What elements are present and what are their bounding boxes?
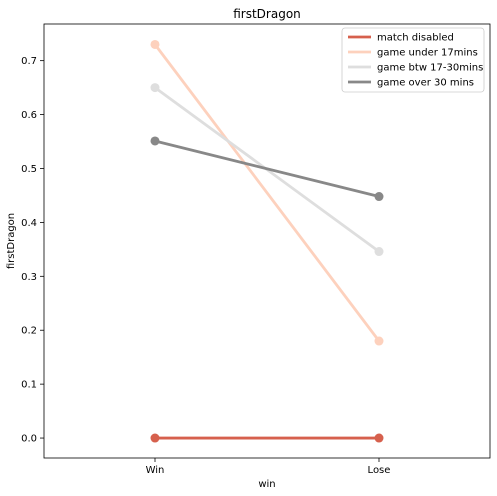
legend: match disabled game under 17mins game btw … — [341, 27, 485, 93]
series-2 — [150, 136, 384, 202]
y-axis-label: firstDragon — [6, 213, 17, 269]
series-3 — [150, 433, 384, 443]
legend-box — [341, 27, 485, 93]
data-point — [150, 83, 160, 93]
y-tick-label: 0.4 — [21, 218, 37, 229]
y-tick-label: 0.5 — [21, 164, 37, 175]
legend-label: game under 17mins — [377, 48, 478, 59]
data-point — [374, 336, 384, 346]
data-point — [150, 136, 160, 146]
data-point — [374, 433, 384, 443]
data-point — [150, 39, 160, 49]
series-layer — [150, 39, 384, 443]
x-tick-label: Win — [146, 465, 165, 476]
y-tick-label: 0.3 — [21, 272, 37, 283]
legend-label: game btw 17-30mins — [377, 63, 483, 74]
y-tick-label: 0.0 — [21, 434, 37, 445]
x-tick-label: Lose — [368, 465, 391, 476]
y-axis: 0.0 0.1 0.2 0.3 0.4 0.5 0.6 0.7 — [21, 56, 44, 445]
x-axis: Win Lose — [146, 458, 391, 476]
y-tick-label: 0.7 — [21, 56, 37, 67]
y-tick-label: 0.2 — [21, 326, 37, 337]
y-tick-label: 0.1 — [21, 380, 37, 391]
series-line — [153, 43, 381, 343]
legend-label: match disabled — [377, 33, 454, 44]
data-point — [374, 192, 384, 202]
series-0 — [150, 39, 384, 346]
data-point — [374, 247, 384, 257]
y-tick-label: 0.6 — [21, 110, 37, 121]
legend-label: game over 30 mins — [377, 78, 474, 89]
data-point — [150, 433, 160, 443]
x-axis-label: win — [258, 479, 275, 490]
chart-title: firstDragon — [233, 7, 301, 21]
series-line — [153, 139, 381, 198]
plot-frame — [43, 23, 491, 459]
plot-area: 0.0 0.1 0.2 0.3 0.4 0.5 0.6 0.7 Win Lose — [21, 23, 491, 476]
